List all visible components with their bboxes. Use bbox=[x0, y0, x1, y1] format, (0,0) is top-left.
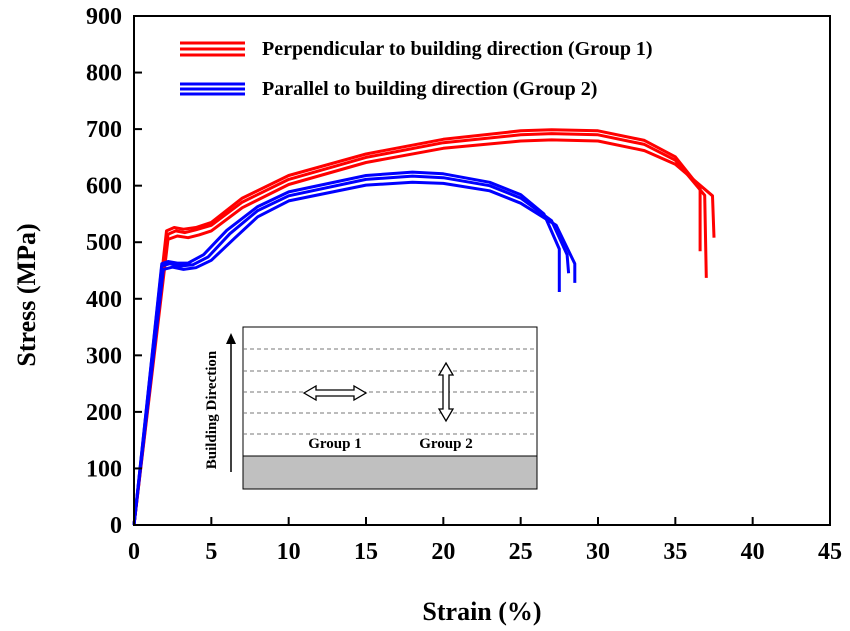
series-group-1 bbox=[132, 128, 716, 526]
group-2-label: Group 2 bbox=[419, 436, 473, 452]
y-tick-label: 400 bbox=[86, 287, 122, 313]
y-axis-title: Stress (MPa) bbox=[12, 223, 41, 366]
x-tick-label: 30 bbox=[586, 539, 610, 565]
ticks-layer: 0 5 10 15 20 25 30 35 40 45 0 100 200 300 400 500 600 700… bbox=[86, 4, 842, 565]
legend-label-group-1: Perpendicular to building direction (Gro… bbox=[262, 38, 653, 60]
group-1-label: Group 1 bbox=[308, 436, 362, 452]
x-tick-label: 15 bbox=[354, 539, 378, 565]
legend-label-group-2: Parallel to building direction (Group 2) bbox=[262, 78, 597, 100]
series-1-curve-1 bbox=[132, 128, 702, 526]
y-tick-label: 100 bbox=[86, 456, 122, 482]
series-1-curve-2 bbox=[132, 132, 708, 526]
y-tick-label: 600 bbox=[86, 174, 122, 200]
x-tick-label: 0 bbox=[128, 539, 140, 565]
y-tick-label: 700 bbox=[86, 117, 122, 143]
y-tick-label: 900 bbox=[86, 4, 122, 30]
x-tick-label: 45 bbox=[818, 539, 842, 565]
series-1-curve-3 bbox=[132, 138, 716, 526]
y-tick-label: 200 bbox=[86, 400, 122, 426]
x-tick-label: 20 bbox=[431, 539, 455, 565]
y-tick-label: 300 bbox=[86, 343, 122, 369]
x-tick-label: 35 bbox=[663, 539, 687, 565]
group-2-double-arrow bbox=[437, 361, 455, 423]
series-2-curve-2 bbox=[132, 174, 571, 526]
inset-schematic: Building Direction Group 1 Group 2 bbox=[204, 326, 538, 490]
y-tick-label: 500 bbox=[86, 230, 122, 256]
series-2-curve-1 bbox=[132, 170, 561, 526]
inset-build-plate bbox=[242, 455, 538, 490]
legend-item-group-2: Parallel to building direction (Group 2) bbox=[180, 78, 597, 100]
series-layer bbox=[132, 128, 716, 526]
series-group-2 bbox=[132, 170, 577, 526]
series-2-curve-3 bbox=[132, 180, 577, 526]
x-tick-label: 25 bbox=[509, 539, 533, 565]
building-direction-label: Building Direction bbox=[204, 350, 220, 469]
x-tick-label: 10 bbox=[277, 539, 301, 565]
group-1-double-arrow bbox=[302, 384, 368, 402]
x-tick-label: 40 bbox=[741, 539, 765, 565]
x-tick-label: 5 bbox=[205, 539, 217, 565]
x-axis-title: Strain (%) bbox=[422, 597, 541, 626]
legend: Perpendicular to building direction (Gro… bbox=[180, 38, 653, 100]
y-tick-label: 0 bbox=[110, 513, 122, 539]
legend-item-group-1: Perpendicular to building direction (Gro… bbox=[180, 38, 653, 60]
plot-frame bbox=[133, 15, 831, 526]
building-direction-arrowhead bbox=[226, 333, 236, 344]
y-tick-label: 800 bbox=[86, 61, 122, 87]
